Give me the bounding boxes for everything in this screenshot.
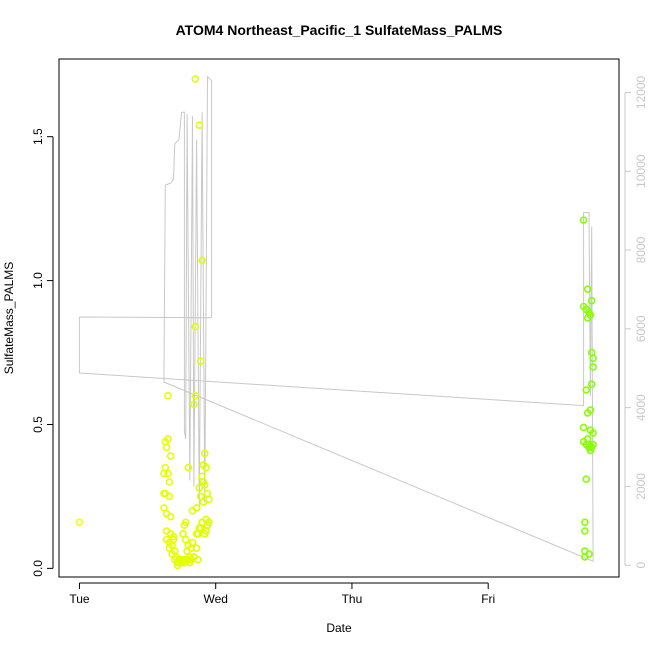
- plot-frame: [58, 58, 620, 578]
- data-point: [589, 363, 597, 371]
- data-point: [587, 380, 596, 389]
- data-point: [583, 285, 592, 294]
- data-point: [196, 357, 205, 366]
- data-point: [191, 75, 200, 83]
- y2-tick-label: 0: [634, 562, 648, 569]
- data-point: [169, 532, 178, 541]
- x-axis-label: Date: [326, 621, 352, 635]
- secondary-series-line: [78, 75, 594, 562]
- data-point: [191, 322, 200, 331]
- data-point: [205, 518, 213, 527]
- data-point: [196, 492, 205, 501]
- data-point: [587, 296, 596, 305]
- data-point: [166, 512, 175, 521]
- data-point: [181, 535, 190, 544]
- y-tick-label: 0.5: [31, 416, 45, 433]
- y2-tick-label: 10000: [634, 154, 648, 188]
- data-point: [201, 481, 209, 489]
- data-point: [192, 544, 201, 553]
- y2-tick-label: 2000: [634, 473, 648, 500]
- data-point: [199, 498, 208, 507]
- x-tick-label: Tue: [69, 592, 90, 606]
- data-point: [586, 406, 595, 414]
- data-point: [164, 391, 172, 400]
- data-point: [75, 518, 84, 527]
- points-layer: [75, 75, 597, 570]
- y-axis-left: 0.0 0.5 1.0 1.5: [31, 128, 54, 577]
- data-point: [202, 463, 210, 472]
- data-point: [579, 423, 588, 432]
- y2-tick-label: 6000: [634, 315, 648, 342]
- data-point: [581, 527, 589, 535]
- data-point: [181, 518, 190, 527]
- x-tick-label: Thu: [342, 592, 363, 606]
- y-tick-label: 0.0: [31, 560, 45, 577]
- data-point: [195, 483, 204, 492]
- data-point: [589, 440, 597, 449]
- data-point: [169, 535, 178, 544]
- data-point: [179, 529, 187, 538]
- data-point: [586, 311, 595, 319]
- data-point: [191, 391, 200, 400]
- data-point: [582, 475, 591, 484]
- data-point: [162, 443, 171, 452]
- x-axis: Tue Wed Thu Fri: [69, 582, 495, 606]
- data-point: [165, 478, 174, 486]
- data-point: [585, 550, 593, 558]
- data-point: [195, 121, 204, 129]
- data-point: [205, 495, 213, 504]
- data-point: [160, 504, 168, 512]
- y-tick-label: 1.0: [31, 272, 45, 289]
- y-axis-label: SulfateMass_PALMS: [2, 262, 16, 375]
- data-point: [184, 463, 193, 472]
- data-point: [589, 429, 597, 437]
- y-tick-label: 1.5: [31, 128, 45, 145]
- data-point: [190, 400, 198, 409]
- data-point: [166, 452, 175, 460]
- data-point: [165, 492, 174, 501]
- y2-tick-label: 8000: [634, 236, 648, 263]
- data-point: [579, 216, 588, 224]
- secondary-line-layer: [78, 75, 594, 562]
- chart-title: ATOM4 Northeast_Pacific_1 SulfateMass_PA…: [176, 22, 503, 38]
- data-point: [582, 386, 591, 394]
- data-point: [161, 463, 170, 472]
- y2-tick-label: 12000: [634, 75, 648, 109]
- data-point: [164, 469, 172, 478]
- x-tick-label: Fri: [481, 592, 495, 606]
- data-point: [192, 504, 201, 512]
- data-point: [201, 449, 209, 458]
- data-point: [164, 435, 172, 443]
- y-axis-right: 0 2000 4000 6000 8000 10000 12000: [624, 75, 648, 569]
- data-point: [198, 256, 206, 265]
- data-point: [188, 538, 197, 547]
- data-point: [581, 518, 589, 527]
- x-tick-label: Wed: [203, 592, 227, 606]
- data-point: [194, 555, 202, 564]
- y2-tick-label: 4000: [634, 394, 648, 421]
- data-point: [589, 354, 597, 363]
